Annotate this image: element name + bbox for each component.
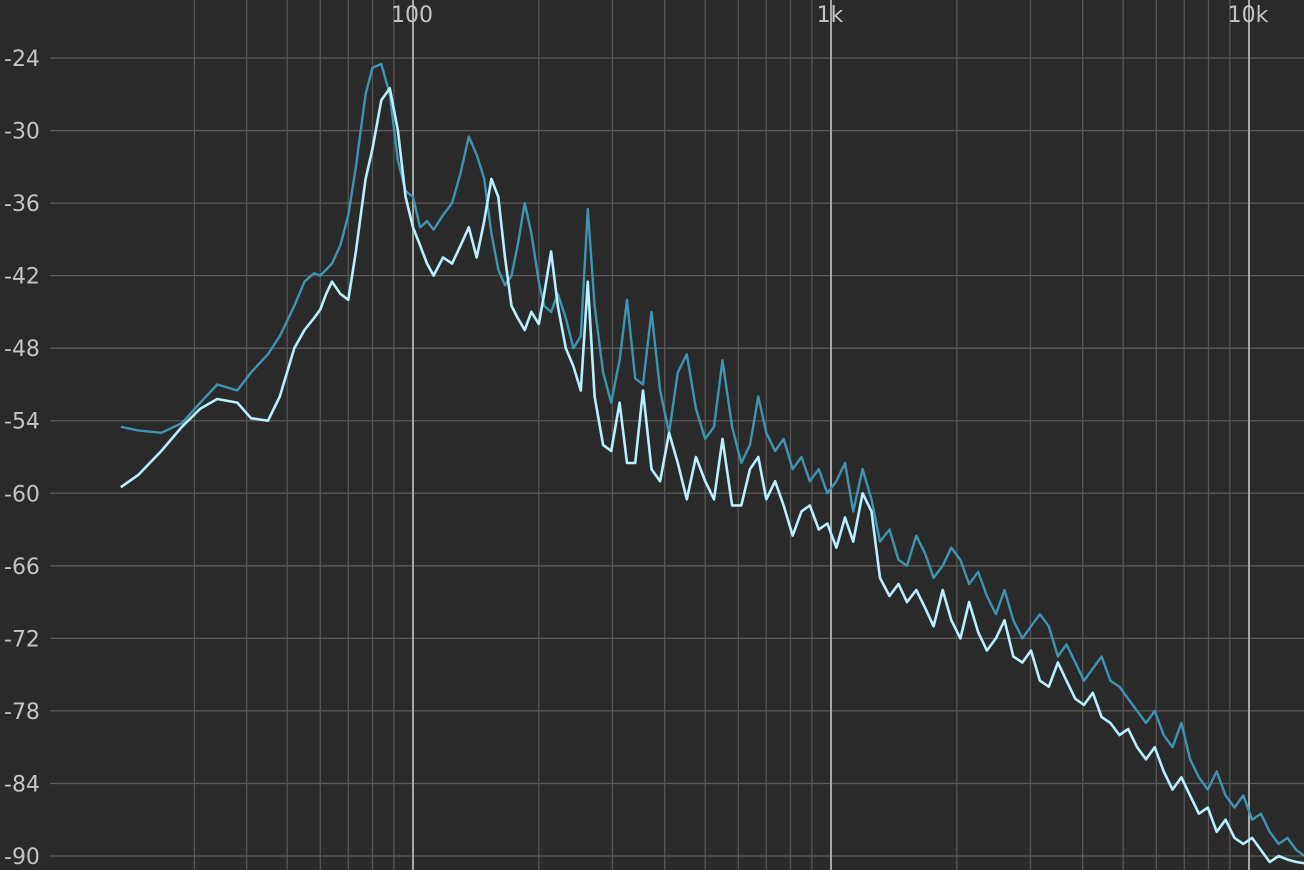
y-tick-label: -42	[4, 265, 40, 290]
y-tick-label: -84	[4, 772, 40, 797]
y-tick-label: -24	[4, 47, 40, 72]
y-axis-labels: -24 -30 -36 -42 -48 -54 -60 -66 -72 -78 -84 -90	[0, 44, 50, 870]
y-tick-label-bg	[0, 479, 50, 508]
y-tick-label-bg	[0, 769, 50, 798]
series-layer	[120, 62, 1304, 865]
x-tick-label: 100	[391, 3, 433, 28]
y-tick-label: -60	[4, 482, 40, 507]
y-tick-label: -72	[4, 627, 40, 652]
y-tick-label-bg	[0, 44, 50, 72]
x-axis-labels: 100 1k 10k	[391, 3, 1269, 28]
y-tick-label: -48	[4, 337, 40, 362]
x-tick-label: 10k	[1228, 3, 1269, 28]
x-tick-label: 1k	[817, 3, 844, 28]
series-line-average	[120, 86, 1304, 865]
y-tick-label-bg	[0, 261, 50, 290]
y-tick-label-bg	[0, 696, 50, 725]
y-tick-label: -54	[4, 410, 40, 435]
y-tick-label: -66	[4, 555, 40, 580]
y-tick-label: -90	[4, 845, 40, 870]
y-tick-label-bg	[0, 116, 50, 145]
y-tick-label-bg	[0, 624, 50, 653]
grid-major	[412, 0, 1250, 870]
y-tick-label: -36	[4, 192, 40, 217]
y-tick-label-bg	[0, 189, 50, 218]
y-tick-label: -78	[4, 700, 40, 725]
y-tick-label: -30	[4, 120, 40, 145]
y-tick-label-bg	[0, 406, 50, 435]
y-tick-label-bg	[0, 334, 50, 363]
y-tick-label-bg	[0, 551, 50, 580]
y-tick-label-bg	[0, 842, 50, 870]
